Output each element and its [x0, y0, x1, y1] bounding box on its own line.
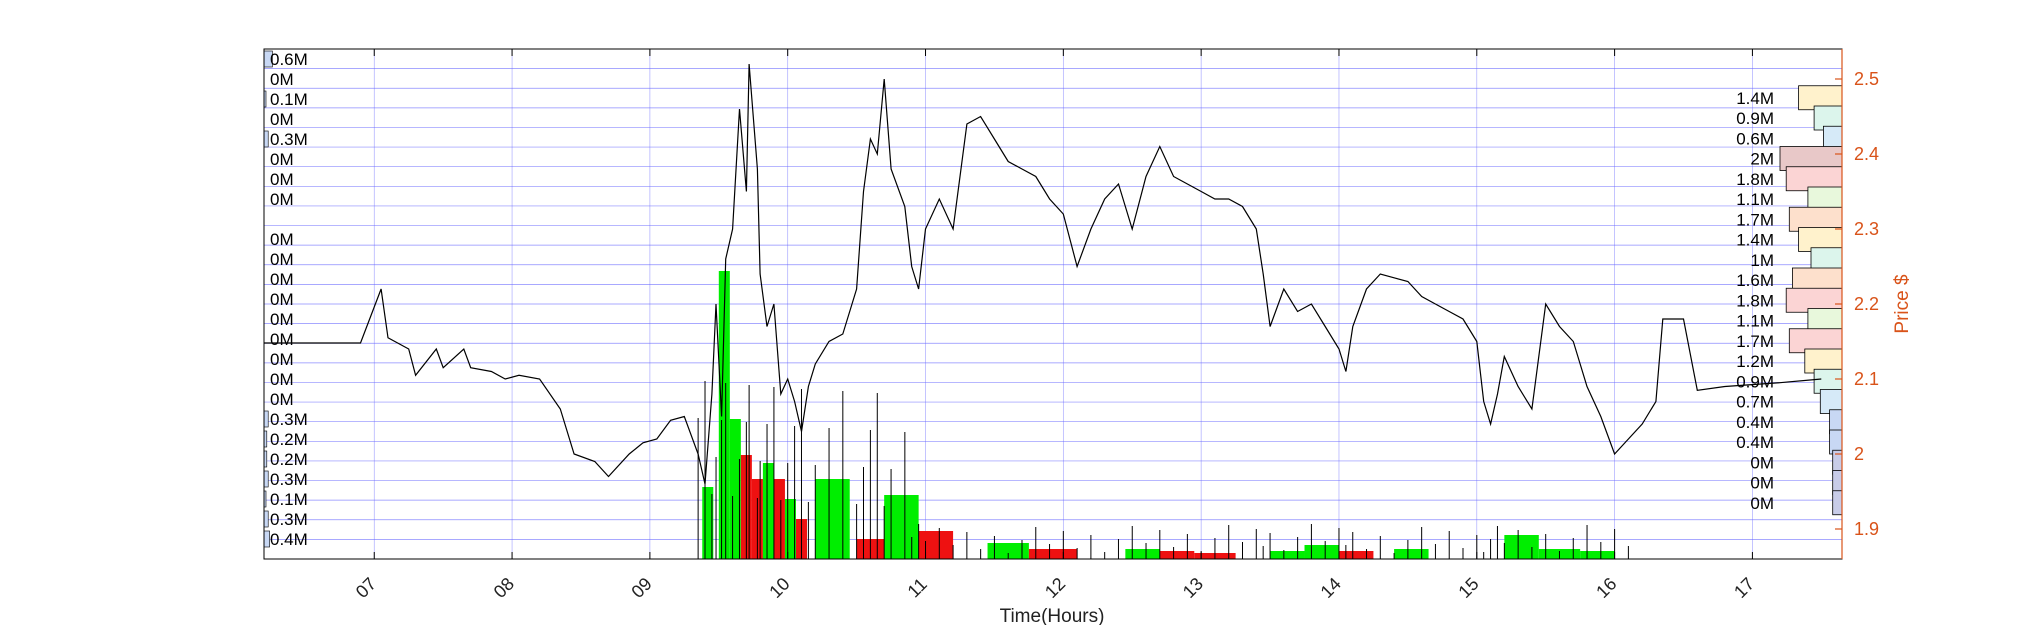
volume-bar-buy — [1580, 551, 1615, 559]
right-volume-label: 1.1M — [1736, 312, 1774, 331]
right-volume-label: 1M — [1750, 251, 1774, 270]
left-volume-bar — [263, 530, 270, 548]
left-volume-label: 0M — [270, 190, 294, 209]
left-volume-label: 0.3M — [270, 470, 308, 489]
volume-bar-buy — [784, 499, 796, 559]
left-volume-label: 0M — [270, 330, 294, 349]
right-volume-label: 1.8M — [1736, 170, 1774, 189]
price-tick-label: 2.5 — [1854, 69, 1879, 89]
price-tick-label: 2 — [1854, 444, 1864, 464]
volume-bar-buy — [1304, 545, 1339, 559]
left-volume-bar — [263, 130, 269, 148]
right-volume-profile: 1.4M0.9M0.6M2M1.8M1.1M1.7M1.4M1M1.6M1.8M… — [1736, 85, 1843, 516]
left-volume-bar — [263, 410, 269, 428]
price-tick-label: 1.9 — [1854, 519, 1879, 539]
price-tick-label: 2.2 — [1854, 294, 1879, 314]
time-volume-bars — [697, 271, 1629, 559]
left-volume-label: 0.2M — [270, 430, 308, 449]
right-volume-label: 1.4M — [1736, 89, 1774, 108]
left-volume-label: 0M — [270, 390, 294, 409]
volume-bar-buy — [729, 419, 741, 559]
x-axis-title: Time(Hours) — [1000, 606, 1105, 625]
price-axis-title: Price $ — [1892, 274, 1913, 334]
left-volume-label: 0.1M — [270, 90, 308, 109]
right-volume-label: 0.9M — [1736, 109, 1774, 128]
left-volume-label: 0.3M — [270, 410, 308, 429]
volume-bar-sell — [1028, 549, 1078, 559]
right-volume-bar — [1832, 490, 1843, 516]
right-volume-label: 0.4M — [1736, 433, 1774, 452]
left-volume-profile: 0.6M0M0.1M0M0.3M0M0M0M0M0M0M0M0M0M0M0M0M… — [263, 50, 308, 549]
right-volume-label: 2M — [1750, 150, 1774, 169]
volume-bar-buy — [702, 487, 714, 559]
left-volume-label: 0M — [270, 370, 294, 389]
right-volume-label: 1.7M — [1736, 332, 1774, 351]
left-volume-label: 0M — [270, 310, 294, 329]
left-volume-label: 0M — [270, 290, 294, 309]
left-volume-label: 0.1M — [270, 490, 308, 509]
left-volume-label: 0M — [270, 250, 294, 269]
price-tick-label: 2.3 — [1854, 219, 1879, 239]
volume-bar-buy — [1394, 549, 1429, 559]
price-series — [264, 63, 1822, 485]
left-volume-label: 0.2M — [270, 450, 308, 469]
volume-bar-buy — [1125, 549, 1160, 559]
right-volume-label: 0M — [1750, 474, 1774, 493]
left-volume-label: 0.3M — [270, 130, 308, 149]
right-volume-label: 0.6M — [1736, 129, 1774, 148]
volume-bar-buy — [1504, 535, 1539, 559]
price-line — [264, 63, 1822, 485]
volume-bar-buy — [987, 543, 1029, 559]
volume-bar-sell — [1338, 551, 1374, 559]
left-volume-label: 0M — [270, 230, 294, 249]
volume-bar-buy — [884, 495, 919, 559]
right-volume-label: 0M — [1750, 494, 1774, 513]
right-volume-label: 1.1M — [1736, 190, 1774, 209]
left-volume-label: 0.3M — [270, 510, 308, 529]
price-tick-label: 2.1 — [1854, 369, 1879, 389]
grid-lines — [264, 49, 1842, 559]
right-volume-label: 1.6M — [1736, 271, 1774, 290]
volume-bar-buy — [815, 479, 850, 559]
price-axis: 1.9 2 2.1 2.2 2.3 2.4 2.5 — [1835, 69, 1879, 539]
price-tick-label: 2.4 — [1854, 144, 1879, 164]
right-volume-label: 0.9M — [1736, 372, 1774, 391]
left-volume-label: 0M — [270, 270, 294, 289]
left-volume-bar — [263, 510, 269, 528]
right-volume-label: 1.4M — [1736, 231, 1774, 250]
right-volume-label: 0.4M — [1736, 413, 1774, 432]
volume-bar-buy — [1270, 551, 1305, 559]
volume-bar-sell — [918, 531, 954, 559]
volume-bar-sell — [1159, 551, 1195, 559]
right-volume-label: 1.7M — [1736, 210, 1774, 229]
left-volume-label: 0M — [270, 170, 294, 189]
right-volume-label: 0.7M — [1736, 393, 1774, 412]
left-volume-label: 0M — [270, 70, 294, 89]
right-volume-label: 0M — [1750, 453, 1774, 472]
left-volume-label: 0M — [270, 150, 294, 169]
volume-bar-buy — [762, 463, 774, 559]
right-volume-label: 1.2M — [1736, 352, 1774, 371]
left-volume-label: 0M — [270, 110, 294, 129]
volume-bar-buy — [718, 271, 730, 559]
left-volume-label: 0.6M — [270, 50, 308, 69]
volume-bar-sell — [773, 479, 785, 559]
left-volume-label: 0M — [270, 350, 294, 369]
right-volume-label: 1.8M — [1736, 291, 1774, 310]
left-volume-bar — [263, 470, 269, 488]
left-volume-label: 0.4M — [270, 530, 308, 549]
